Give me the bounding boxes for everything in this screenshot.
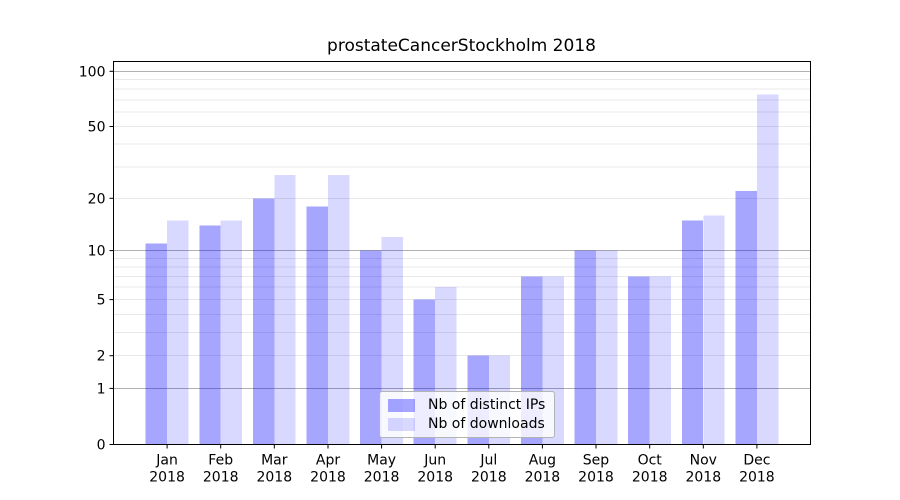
legend-item-downloads: Nb of downloads	[388, 416, 545, 432]
bar-distinct-ips-dec	[735, 190, 757, 445]
legend-label-downloads: Nb of downloads	[428, 416, 545, 432]
x-tick-label-month-sep: Sep	[583, 453, 610, 469]
bar-distinct-ips-sep	[574, 250, 596, 445]
y-tick-label-5: 5	[97, 293, 106, 309]
legend-label-distinct-ips: Nb of distinct IPs	[428, 397, 546, 413]
x-tick-label-month-may: May	[367, 453, 396, 469]
x-tick-label-month-jan: Jan	[155, 453, 178, 469]
y-tick-label-10: 10	[88, 244, 106, 260]
bar-distinct-ips-nov	[681, 220, 704, 445]
x-tick-label-year-feb: 2018	[203, 470, 239, 486]
legend-swatch-distinct-ips	[388, 398, 415, 412]
x-tick-label-month-feb: Feb	[208, 453, 233, 469]
bar-downloads-oct	[649, 276, 672, 445]
legend: Nb of distinct IPs Nb of downloads	[379, 391, 556, 438]
x-tick-label-year-may: 2018	[364, 470, 400, 486]
chart-title: prostateCancerStockholm 2018	[327, 36, 596, 56]
x-tick-label-year-dec: 2018	[739, 470, 775, 486]
x-tick-label-year-apr: 2018	[310, 470, 346, 486]
x-tick-label-month-oct: Oct	[638, 453, 663, 469]
bar-distinct-ips-mar	[252, 198, 275, 445]
bar-distinct-ips-feb	[199, 225, 221, 445]
x-tick-label-year-jul: 2018	[471, 470, 507, 486]
x-tick-label-year-oct: 2018	[632, 470, 668, 486]
bar-downloads-sep	[596, 250, 618, 445]
x-tick-label-month-dec: Dec	[743, 453, 770, 469]
x-tick-label-month-jul: Jul	[479, 453, 497, 469]
bar-downloads-mar	[274, 175, 296, 445]
bar-distinct-ips-apr	[306, 206, 328, 445]
bar-distinct-ips-jan	[145, 243, 168, 445]
x-tick-label-month-jun: Jun	[423, 453, 446, 469]
y-tick-label-1: 1	[97, 381, 106, 397]
plot-border	[113, 61, 811, 445]
y-tick-label-0: 0	[97, 438, 106, 454]
legend-item-distinct-ips: Nb of distinct IPs	[388, 397, 545, 413]
x-tick-label-month-apr: Apr	[316, 453, 340, 469]
bar-distinct-ips-oct	[628, 276, 650, 445]
x-tick-label-year-nov: 2018	[685, 470, 721, 486]
legend-swatch-downloads	[388, 417, 415, 431]
x-tick-label-year-jun: 2018	[417, 470, 453, 486]
x-tick-label-year-jan: 2018	[149, 470, 185, 486]
x-tick-label-year-sep: 2018	[578, 470, 614, 486]
x-tick-label-month-nov: Nov	[690, 453, 717, 469]
y-tick-label-50: 50	[88, 120, 106, 136]
bar-downloads-dec	[756, 94, 779, 445]
bar-downloads-jan	[167, 220, 189, 445]
x-tick-label-year-mar: 2018	[256, 470, 292, 486]
x-tick-label-month-mar: Mar	[261, 453, 288, 469]
bar-distinct-ips-may	[360, 250, 382, 445]
x-tick-label-month-aug: Aug	[529, 453, 556, 469]
y-tick-label-20: 20	[88, 191, 106, 207]
bar-downloads-feb	[220, 220, 243, 445]
bar-downloads-nov	[703, 215, 725, 445]
bar-downloads-apr	[328, 175, 350, 445]
y-tick-label-2: 2	[97, 349, 106, 365]
x-tick-label-year-aug: 2018	[525, 470, 561, 486]
y-tick-label-100: 100	[79, 64, 106, 80]
